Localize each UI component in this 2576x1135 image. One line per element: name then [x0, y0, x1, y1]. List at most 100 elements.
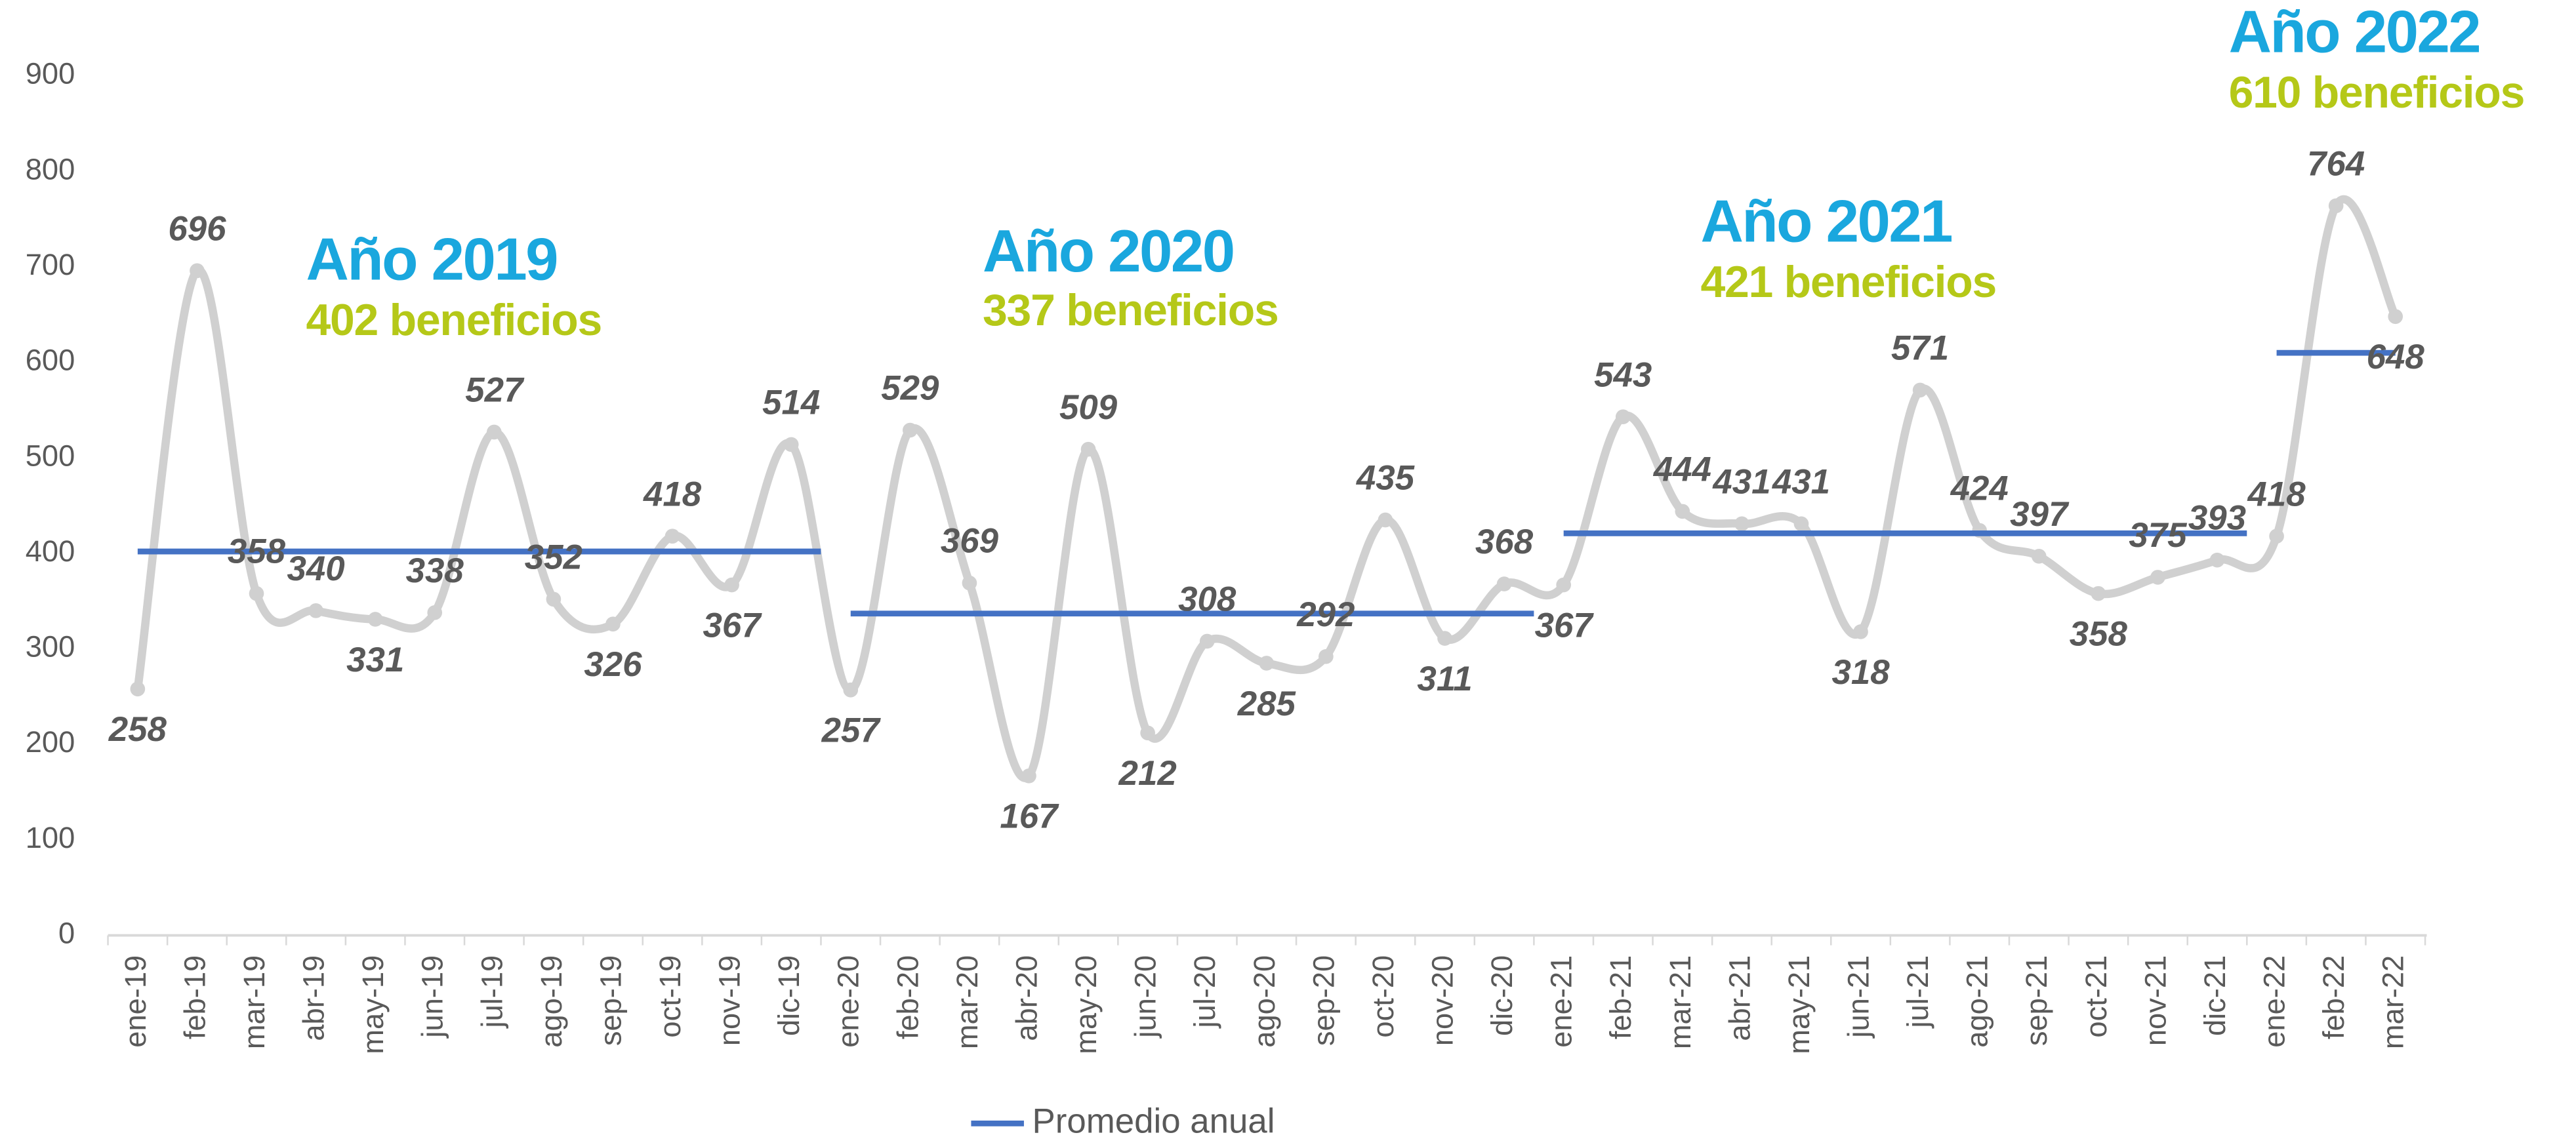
data-label: 543 [1594, 355, 1652, 394]
data-point [130, 681, 146, 697]
data-label: 435 [1356, 459, 1415, 498]
data-point [1140, 725, 1155, 741]
y-tick-label: 900 [26, 57, 75, 90]
y-tick-label: 700 [26, 248, 75, 281]
x-tick-label: ene-21 [1545, 955, 1578, 1048]
data-point [2328, 198, 2344, 214]
data-label: 167 [1000, 797, 1059, 836]
y-tick-label: 400 [26, 534, 75, 568]
data-label: 292 [1296, 595, 1355, 634]
data-label: 431 [1772, 462, 1830, 501]
data-point [1319, 648, 1334, 664]
data-point [190, 263, 205, 279]
x-tick-label: nov-21 [2138, 955, 2172, 1046]
x-tick-label: oct-21 [2079, 955, 2113, 1038]
data-point [664, 528, 680, 544]
data-point [1496, 576, 1512, 591]
data-label: 424 [1950, 469, 2009, 508]
data-label: 527 [465, 371, 525, 410]
x-tick-label: mar-22 [2377, 955, 2410, 1049]
x-tick-label: jun-20 [1129, 955, 1162, 1039]
data-label: 285 [1237, 685, 1296, 723]
annotation-subtitle: 610 beneficios [2229, 68, 2525, 117]
data-point [486, 424, 502, 440]
data-label: 393 [2188, 499, 2246, 538]
data-point [249, 586, 264, 601]
data-point [1734, 516, 1749, 532]
x-tick-label: ene-20 [832, 955, 865, 1048]
x-tick-label: ene-22 [2258, 955, 2291, 1048]
data-label: 331 [346, 641, 404, 679]
x-tick-label: feb-19 [178, 955, 211, 1039]
data-label: 358 [228, 532, 286, 571]
data-label: 308 [1178, 580, 1237, 619]
data-label: 318 [1831, 653, 1890, 692]
data-label: 509 [1059, 388, 1118, 427]
x-tick-label: jul-19 [475, 955, 508, 1029]
data-label: 311 [1417, 660, 1472, 698]
annotation-subtitle: 421 beneficios [1700, 258, 1996, 307]
x-tick-label: nov-19 [713, 955, 746, 1046]
data-point [962, 575, 977, 591]
x-tick-label: ene-19 [119, 955, 152, 1048]
x-tick-label: feb-22 [2317, 955, 2350, 1039]
x-tick-label: ago-20 [1248, 955, 1281, 1048]
data-label: 367 [1535, 606, 1595, 645]
data-point [1259, 656, 1275, 671]
x-tick-label: may-19 [356, 955, 390, 1054]
data-point [783, 437, 799, 452]
y-tick-label: 100 [26, 821, 75, 854]
annotation-subtitle: 402 beneficios [306, 296, 602, 345]
data-label: 369 [941, 522, 999, 561]
data-point [367, 612, 383, 627]
x-tick-label: jul-20 [1188, 955, 1221, 1029]
data-label: 696 [168, 209, 226, 248]
data-label: 258 [108, 710, 167, 749]
y-tick-label: 600 [26, 344, 75, 377]
data-point [1615, 409, 1631, 425]
x-tick-label: abr-21 [1723, 955, 1756, 1041]
y-tick-label: 500 [26, 439, 75, 472]
data-point [1199, 633, 1215, 649]
data-point [1021, 768, 1036, 784]
x-tick-label: may-21 [1782, 955, 1816, 1054]
x-tick-label: jul-21 [1901, 955, 1934, 1029]
data-point [1675, 504, 1690, 519]
data-point [2209, 552, 2225, 568]
data-point [308, 603, 323, 618]
x-tick-label: nov-20 [1425, 955, 1459, 1046]
data-label: 418 [2247, 475, 2306, 513]
data-label: 212 [1118, 754, 1177, 793]
data-label: 418 [643, 475, 702, 513]
annotation-title: Año 2020 [983, 218, 1234, 285]
data-label: 514 [762, 384, 820, 422]
annotation-title: Año 2022 [2229, 0, 2480, 65]
data-label: 358 [2070, 615, 2128, 654]
x-tick-label: sep-21 [2020, 955, 2053, 1046]
x-tick-label: abr-19 [297, 955, 331, 1041]
data-label: 397 [2010, 495, 2070, 534]
x-tick-label: dic-21 [2198, 955, 2232, 1036]
data-point [427, 605, 443, 620]
x-tick-label: dic-19 [772, 955, 806, 1036]
data-label: 257 [821, 711, 882, 750]
x-tick-label: abr-20 [1010, 955, 1043, 1041]
annotation-subtitle: 337 beneficios [983, 286, 1278, 335]
x-tick-label: mar-20 [951, 955, 984, 1049]
y-tick-label: 200 [26, 725, 75, 759]
x-tick-label: feb-21 [1604, 955, 1637, 1039]
data-point [546, 591, 562, 607]
data-point [724, 577, 739, 593]
data-label: 529 [881, 369, 939, 408]
x-tick-label: jun-19 [416, 955, 449, 1039]
data-label: 367 [703, 606, 763, 645]
y-tick-label: 300 [26, 630, 75, 664]
data-label: 326 [584, 645, 642, 684]
data-label: 431 [1712, 462, 1770, 501]
data-point [2150, 570, 2165, 585]
data-point [843, 682, 859, 698]
data-label: 338 [406, 551, 464, 590]
data-label: 648 [2367, 338, 2425, 376]
x-tick-label: may-20 [1069, 955, 1103, 1054]
